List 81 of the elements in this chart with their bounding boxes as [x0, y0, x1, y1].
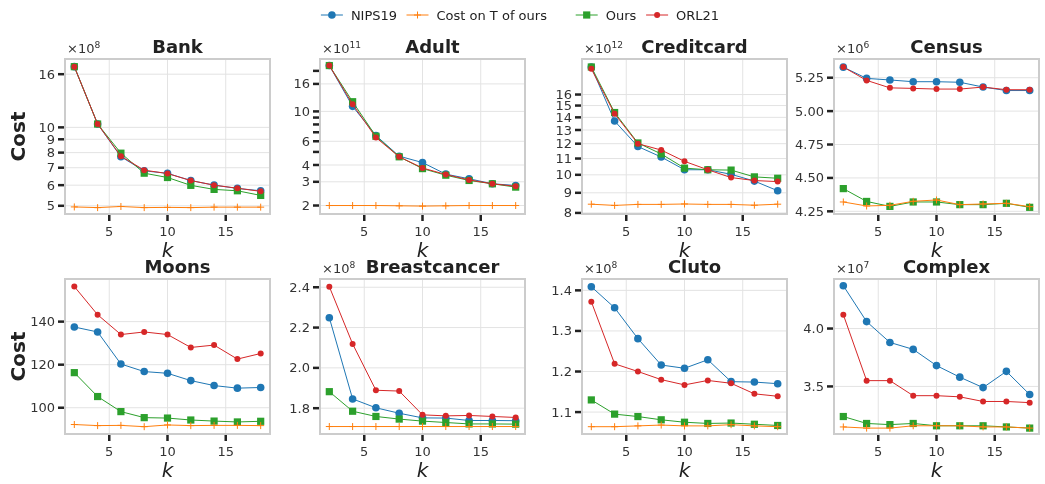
x-tick-label: 10: [414, 224, 431, 239]
x-axis-title: k: [678, 458, 692, 482]
chart-title: Creditcard: [641, 36, 748, 57]
x-tick-label: 15: [472, 224, 490, 239]
y-tick-label: 3.5: [803, 378, 824, 394]
x-tick-label: 15: [986, 444, 1004, 459]
chart-title: Adult: [405, 36, 461, 57]
y-tick-label: 6: [46, 177, 55, 193]
text: ×10$^{7}$: [836, 260, 870, 276]
x-tick-label: 15: [734, 224, 752, 239]
x-tick-label: 10: [159, 224, 176, 239]
y-tick-label: 1.1: [551, 404, 572, 420]
text: ×10$^{8}$: [322, 260, 356, 276]
x-tick-label: 10: [928, 444, 945, 459]
text: ×10$^{8}$: [67, 40, 101, 56]
x-tick-label: 10: [676, 224, 693, 239]
x-tick-label: 15: [217, 224, 235, 239]
y-tick-label: 12: [555, 136, 572, 152]
y-tick-label: 100: [30, 400, 55, 416]
x-axis-title: k: [930, 458, 944, 482]
x-tick-label: 5: [622, 224, 631, 239]
y-tick-label: 4.50: [795, 170, 824, 186]
y-axis-title: Cost: [6, 111, 30, 162]
x-tick-label: 5: [105, 444, 114, 459]
y-tick-label: 2.0: [289, 360, 310, 376]
x-tick-label: 5: [622, 444, 631, 459]
x-axis-title: k: [161, 458, 175, 482]
y-tick-label: 4.25: [795, 203, 824, 219]
x-tick-label: 10: [414, 444, 431, 459]
y-tick-label: 5: [46, 198, 55, 214]
y-tick-label: 6: [301, 133, 310, 149]
y-axis-title: Cost: [6, 331, 30, 382]
legend-label: ORL21: [676, 7, 720, 23]
legend-label: Ours: [605, 7, 637, 23]
y-tick-label: 5.25: [795, 70, 824, 86]
chart-title: Breastcancer: [365, 256, 500, 277]
x-tick-label: 10: [676, 444, 693, 459]
y-tick-label: 1.8: [289, 400, 310, 416]
x-tick-label: 5: [874, 224, 883, 239]
y-tick-label: 1.3: [551, 323, 572, 339]
y-tick-label: 16: [293, 76, 310, 92]
y-tick-label: 16: [38, 66, 55, 82]
y-tick-label: 4.0: [803, 321, 824, 337]
x-axis-title: k: [416, 458, 430, 482]
text: ×10$^{6}$: [836, 40, 870, 56]
y-tick-label: 9: [563, 185, 572, 201]
text: ×10$^{8}$: [584, 260, 618, 276]
y-tick-label: 11: [555, 151, 572, 167]
y-tick-label: 2: [301, 198, 310, 214]
text: ×10$^{12}$: [584, 40, 624, 56]
x-tick-label: 10: [928, 224, 945, 239]
chart-title: Census: [910, 36, 983, 57]
legend-label: NIPS19: [350, 7, 398, 23]
y-tick-label: 120: [30, 357, 55, 373]
x-tick-label: 15: [472, 444, 490, 459]
x-tick-label: 5: [105, 224, 114, 239]
x-tick-label: 15: [217, 444, 235, 459]
x-tick-label: 10: [159, 444, 176, 459]
y-tick-label: 140: [30, 314, 55, 330]
x-tick-label: 5: [874, 444, 883, 459]
y-tick-label: 2.2: [289, 320, 310, 336]
y-tick-label: 8: [563, 205, 572, 221]
x-tick-label: 5: [360, 224, 369, 239]
y-tick-label: 10: [293, 103, 310, 119]
y-tick-label: 10: [555, 167, 572, 183]
y-tick-label: 5.00: [795, 103, 824, 119]
chart-title: Bank: [152, 36, 204, 57]
y-tick-label: 4.75: [795, 137, 824, 153]
y-tick-label: 8: [46, 145, 55, 161]
legend-label: Cost on T of ours: [436, 7, 548, 23]
y-tick-label: 13: [555, 122, 572, 138]
y-tick-label: 2.4: [289, 279, 310, 295]
y-tick-label: 4: [301, 157, 310, 173]
x-tick-label: 5: [360, 444, 369, 459]
y-tick-label: 7: [46, 160, 55, 176]
y-tick-label: 1.4: [551, 282, 572, 298]
text: ×10$^{11}$: [322, 40, 362, 56]
x-tick-label: 15: [734, 444, 752, 459]
y-tick-label: 3: [301, 174, 310, 190]
x-tick-label: 15: [986, 224, 1004, 239]
y-tick-label: 1.2: [551, 364, 572, 380]
